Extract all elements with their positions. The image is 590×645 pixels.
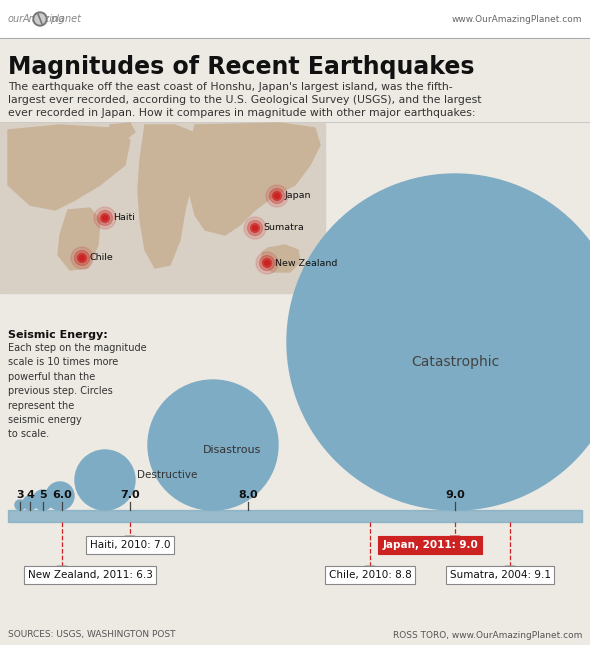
Circle shape — [77, 253, 87, 263]
Polygon shape — [138, 125, 200, 268]
Text: The earthquake off the east coast of Honshu, Japan's largest island, was the fif: The earthquake off the east coast of Hon… — [8, 82, 453, 92]
Text: Haiti: Haiti — [113, 213, 135, 223]
Text: ever recorded in Japan. How it compares in magnitude with other major earthquake: ever recorded in Japan. How it compares … — [8, 108, 476, 118]
Text: Sumatra, 2004: 9.1: Sumatra, 2004: 9.1 — [450, 570, 550, 580]
Text: planet: planet — [50, 14, 81, 24]
Circle shape — [260, 255, 274, 270]
Text: 5: 5 — [39, 490, 47, 500]
Polygon shape — [188, 123, 320, 235]
Polygon shape — [365, 566, 375, 573]
Bar — [0, 123, 325, 293]
Text: Catastrophic: Catastrophic — [411, 355, 499, 369]
Text: Destructive: Destructive — [137, 470, 198, 480]
Text: Seismic Energy:: Seismic Energy: — [8, 330, 108, 340]
Circle shape — [244, 217, 266, 239]
Circle shape — [253, 226, 257, 230]
Text: Each step on the magnitude
scale is 10 times more
powerful than the
previous ste: Each step on the magnitude scale is 10 t… — [8, 343, 147, 439]
Text: ROSS TORO, www.OurAmazingPlanet.com: ROSS TORO, www.OurAmazingPlanet.com — [392, 631, 582, 639]
Circle shape — [74, 250, 90, 266]
Text: New Zealand, 2011: 6.3: New Zealand, 2011: 6.3 — [28, 570, 152, 580]
Polygon shape — [110, 123, 135, 140]
Text: Disastrous: Disastrous — [203, 445, 261, 455]
Polygon shape — [262, 245, 300, 272]
Text: Chile, 2010: 8.8: Chile, 2010: 8.8 — [329, 570, 411, 580]
Circle shape — [71, 247, 93, 269]
Bar — [8, 510, 582, 522]
Polygon shape — [505, 566, 515, 573]
Text: largest ever recorded, according to the U.S. Geological Survey (USGS), and the l: largest ever recorded, according to the … — [8, 95, 481, 105]
Text: 3: 3 — [16, 490, 24, 500]
Text: Chile: Chile — [90, 253, 114, 263]
Bar — [0, 0, 590, 38]
Polygon shape — [450, 536, 460, 543]
Text: our: our — [8, 14, 24, 24]
Circle shape — [97, 210, 113, 226]
Circle shape — [100, 213, 110, 223]
Circle shape — [274, 194, 280, 199]
Text: Sumatra: Sumatra — [263, 224, 304, 232]
Text: Magnitudes of Recent Earthquakes: Magnitudes of Recent Earthquakes — [8, 55, 474, 79]
Polygon shape — [8, 125, 130, 210]
Circle shape — [263, 259, 271, 268]
Text: Amazing: Amazing — [23, 14, 65, 24]
Circle shape — [94, 207, 116, 229]
Text: 4: 4 — [26, 490, 34, 500]
Circle shape — [287, 174, 590, 510]
Circle shape — [80, 255, 84, 261]
Text: 8.0: 8.0 — [238, 490, 258, 500]
Text: Haiti, 2010: 7.0: Haiti, 2010: 7.0 — [90, 540, 171, 550]
Circle shape — [256, 252, 278, 274]
Polygon shape — [57, 566, 67, 573]
Circle shape — [273, 192, 281, 201]
Text: SOURCES: USGS, WASHINGTON POST: SOURCES: USGS, WASHINGTON POST — [8, 631, 175, 639]
Circle shape — [46, 482, 74, 510]
Text: Japan: Japan — [285, 192, 312, 201]
Circle shape — [270, 188, 284, 204]
Circle shape — [264, 261, 270, 266]
Text: New Zealand: New Zealand — [275, 259, 337, 268]
Circle shape — [33, 12, 47, 26]
Circle shape — [251, 224, 260, 232]
Text: 9.0: 9.0 — [445, 490, 465, 500]
Polygon shape — [58, 208, 100, 270]
Text: 6.0: 6.0 — [52, 490, 72, 500]
Circle shape — [266, 185, 288, 207]
Text: www.OurAmazingPlanet.com: www.OurAmazingPlanet.com — [451, 14, 582, 23]
Circle shape — [33, 490, 53, 510]
Text: 7.0: 7.0 — [120, 490, 140, 500]
Circle shape — [148, 380, 278, 510]
Circle shape — [15, 500, 25, 510]
Polygon shape — [125, 536, 135, 543]
Circle shape — [35, 14, 45, 24]
Text: Japan, 2011: 9.0: Japan, 2011: 9.0 — [382, 540, 478, 550]
Circle shape — [23, 496, 37, 510]
Circle shape — [103, 215, 107, 221]
Circle shape — [75, 450, 135, 510]
Circle shape — [247, 221, 263, 235]
